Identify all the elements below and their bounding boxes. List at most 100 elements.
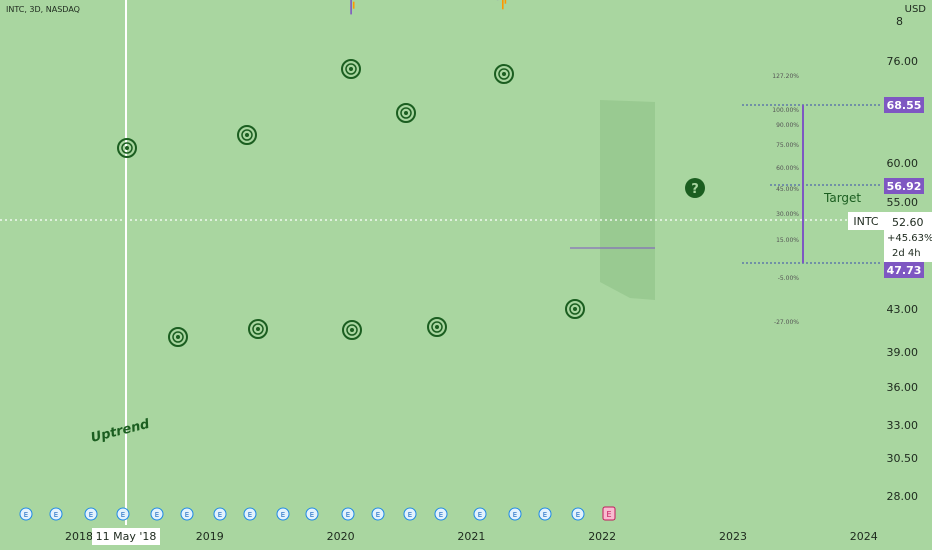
earnings-marker-label: E — [376, 511, 380, 519]
earnings-marker — [243, 507, 257, 521]
fib-level-label: -27.00% — [774, 319, 799, 326]
earnings-marker — [19, 507, 33, 521]
cycle-marker-dot — [502, 72, 506, 76]
time-tick-label: 2021 — [457, 530, 485, 543]
uptrend-line-group — [0, 0, 848, 525]
chart-header: INTC, 3D, NASDAQ — [6, 5, 80, 14]
cycle-marker-inner — [121, 142, 133, 154]
earnings-marker — [341, 507, 355, 521]
cycle-markers — [117, 59, 585, 347]
cycle-marker-dot — [176, 335, 180, 339]
earnings-marker-label: E — [24, 511, 28, 519]
question-marker — [685, 178, 705, 198]
earnings-marker — [116, 507, 130, 521]
price-tick-label: 60.00 — [887, 157, 919, 170]
earnings-marker — [84, 507, 98, 521]
next-earnings-marker — [602, 506, 616, 521]
cycle-marker-ring — [168, 327, 188, 347]
cycle-marker-ring — [248, 319, 268, 339]
cycle-marker-ring — [117, 138, 137, 158]
earnings-marker — [434, 507, 448, 521]
target-price-label-box — [884, 178, 924, 194]
cycle-marker-dot — [404, 111, 408, 115]
earnings-marker-label: E — [543, 511, 547, 519]
next-earnings-label: E — [606, 510, 611, 519]
price-tick-label: 33.00 — [887, 419, 919, 432]
earnings-marker — [213, 507, 227, 521]
earnings-marker — [538, 507, 552, 521]
earnings-marker — [473, 507, 487, 521]
cycle-marker-ring — [565, 299, 585, 319]
earnings-marker — [571, 507, 585, 521]
cycle-marker-inner — [345, 63, 357, 75]
price-tick-label: 8 — [896, 15, 903, 28]
price-tick-label: 28.00 — [887, 490, 919, 503]
earnings-marker — [305, 507, 319, 521]
time-tick-label: 2019 — [196, 530, 224, 543]
current-price: 52.60 — [892, 216, 924, 229]
fib-level-label: 100.00% — [772, 107, 799, 114]
price-series — [350, 0, 507, 15]
time-tick-label: 2018 — [65, 530, 93, 543]
target-text: Target — [823, 191, 861, 205]
cycle-marker-ring — [237, 125, 257, 145]
uptrend-text: Uptrend — [89, 417, 151, 446]
earnings-marker-label: E — [310, 511, 314, 519]
cycle-marker-dot — [349, 67, 353, 71]
cycle-marker-inner — [569, 303, 581, 315]
cycle-marker-inner — [172, 331, 184, 343]
cycle-marker-inner — [400, 107, 412, 119]
question-mark: ? — [691, 182, 699, 197]
upper-price-label-box — [884, 97, 924, 113]
crosshair-date-label: 11 May '18 — [96, 530, 157, 543]
cycle-marker-ring — [341, 59, 361, 79]
price-tick-label: 55.00 — [887, 196, 919, 209]
earnings-marker-label: E — [439, 511, 443, 519]
crosshair-date-box — [92, 528, 160, 545]
cycle-marker-ring — [494, 64, 514, 84]
fib-level-label: 127.20% — [772, 73, 799, 80]
fib-level-label: 15.00% — [776, 237, 799, 244]
earnings-marker-label: E — [89, 511, 93, 519]
price-tick-label: 36.00 — [887, 381, 919, 394]
time-tick-label: 2023 — [719, 530, 747, 543]
earnings-marker-label: E — [121, 511, 125, 519]
fib-level-label: -5.00% — [778, 275, 800, 282]
earnings-marker-label: E — [576, 511, 580, 519]
earnings-marker — [180, 507, 194, 521]
price-tick-label: 39.00 — [887, 346, 919, 359]
volume-profile — [600, 100, 655, 300]
cycle-marker-dot — [573, 307, 577, 311]
earnings-marker-label: E — [408, 511, 412, 519]
price-tick-label: 76.00 — [887, 55, 919, 68]
cycle-marker-dot — [245, 133, 249, 137]
earnings-marker — [49, 507, 63, 521]
earnings-marker-label: E — [346, 511, 350, 519]
earnings-marker-label: E — [185, 511, 189, 519]
cycle-marker-inner — [346, 324, 358, 336]
fib-level-label: 45.00% — [776, 186, 799, 193]
price-tick-label: 43.00 — [887, 303, 919, 316]
cycle-marker-inner — [431, 321, 443, 333]
cycle-marker-ring — [342, 320, 362, 340]
earnings-marker-label: E — [513, 511, 517, 519]
fib-level-label: 75.00% — [776, 142, 799, 149]
fib-levels: 127.20% 100.00% 90.00% 75.00% 60.00% 45.00% 30… — [570, 73, 880, 326]
earnings-marker — [508, 507, 522, 521]
earnings-marker-label: E — [155, 511, 159, 519]
cycle-marker-dot — [256, 327, 260, 331]
earnings-marker — [403, 507, 417, 521]
earnings-marker-label: E — [248, 511, 252, 519]
lower-price-label-box — [884, 262, 924, 278]
fib-level-label: 30.00% — [776, 211, 799, 218]
bar-countdown: 2d 4h — [892, 248, 921, 259]
earnings-marker — [276, 507, 290, 521]
time-tick-label: 2020 — [327, 530, 355, 543]
target-price-label: 56.92 — [887, 180, 922, 193]
price-change: +45.63% — [887, 233, 932, 244]
ticker-box — [848, 212, 884, 230]
cycle-marker-dot — [350, 328, 354, 332]
cycle-marker-dot — [125, 146, 129, 150]
